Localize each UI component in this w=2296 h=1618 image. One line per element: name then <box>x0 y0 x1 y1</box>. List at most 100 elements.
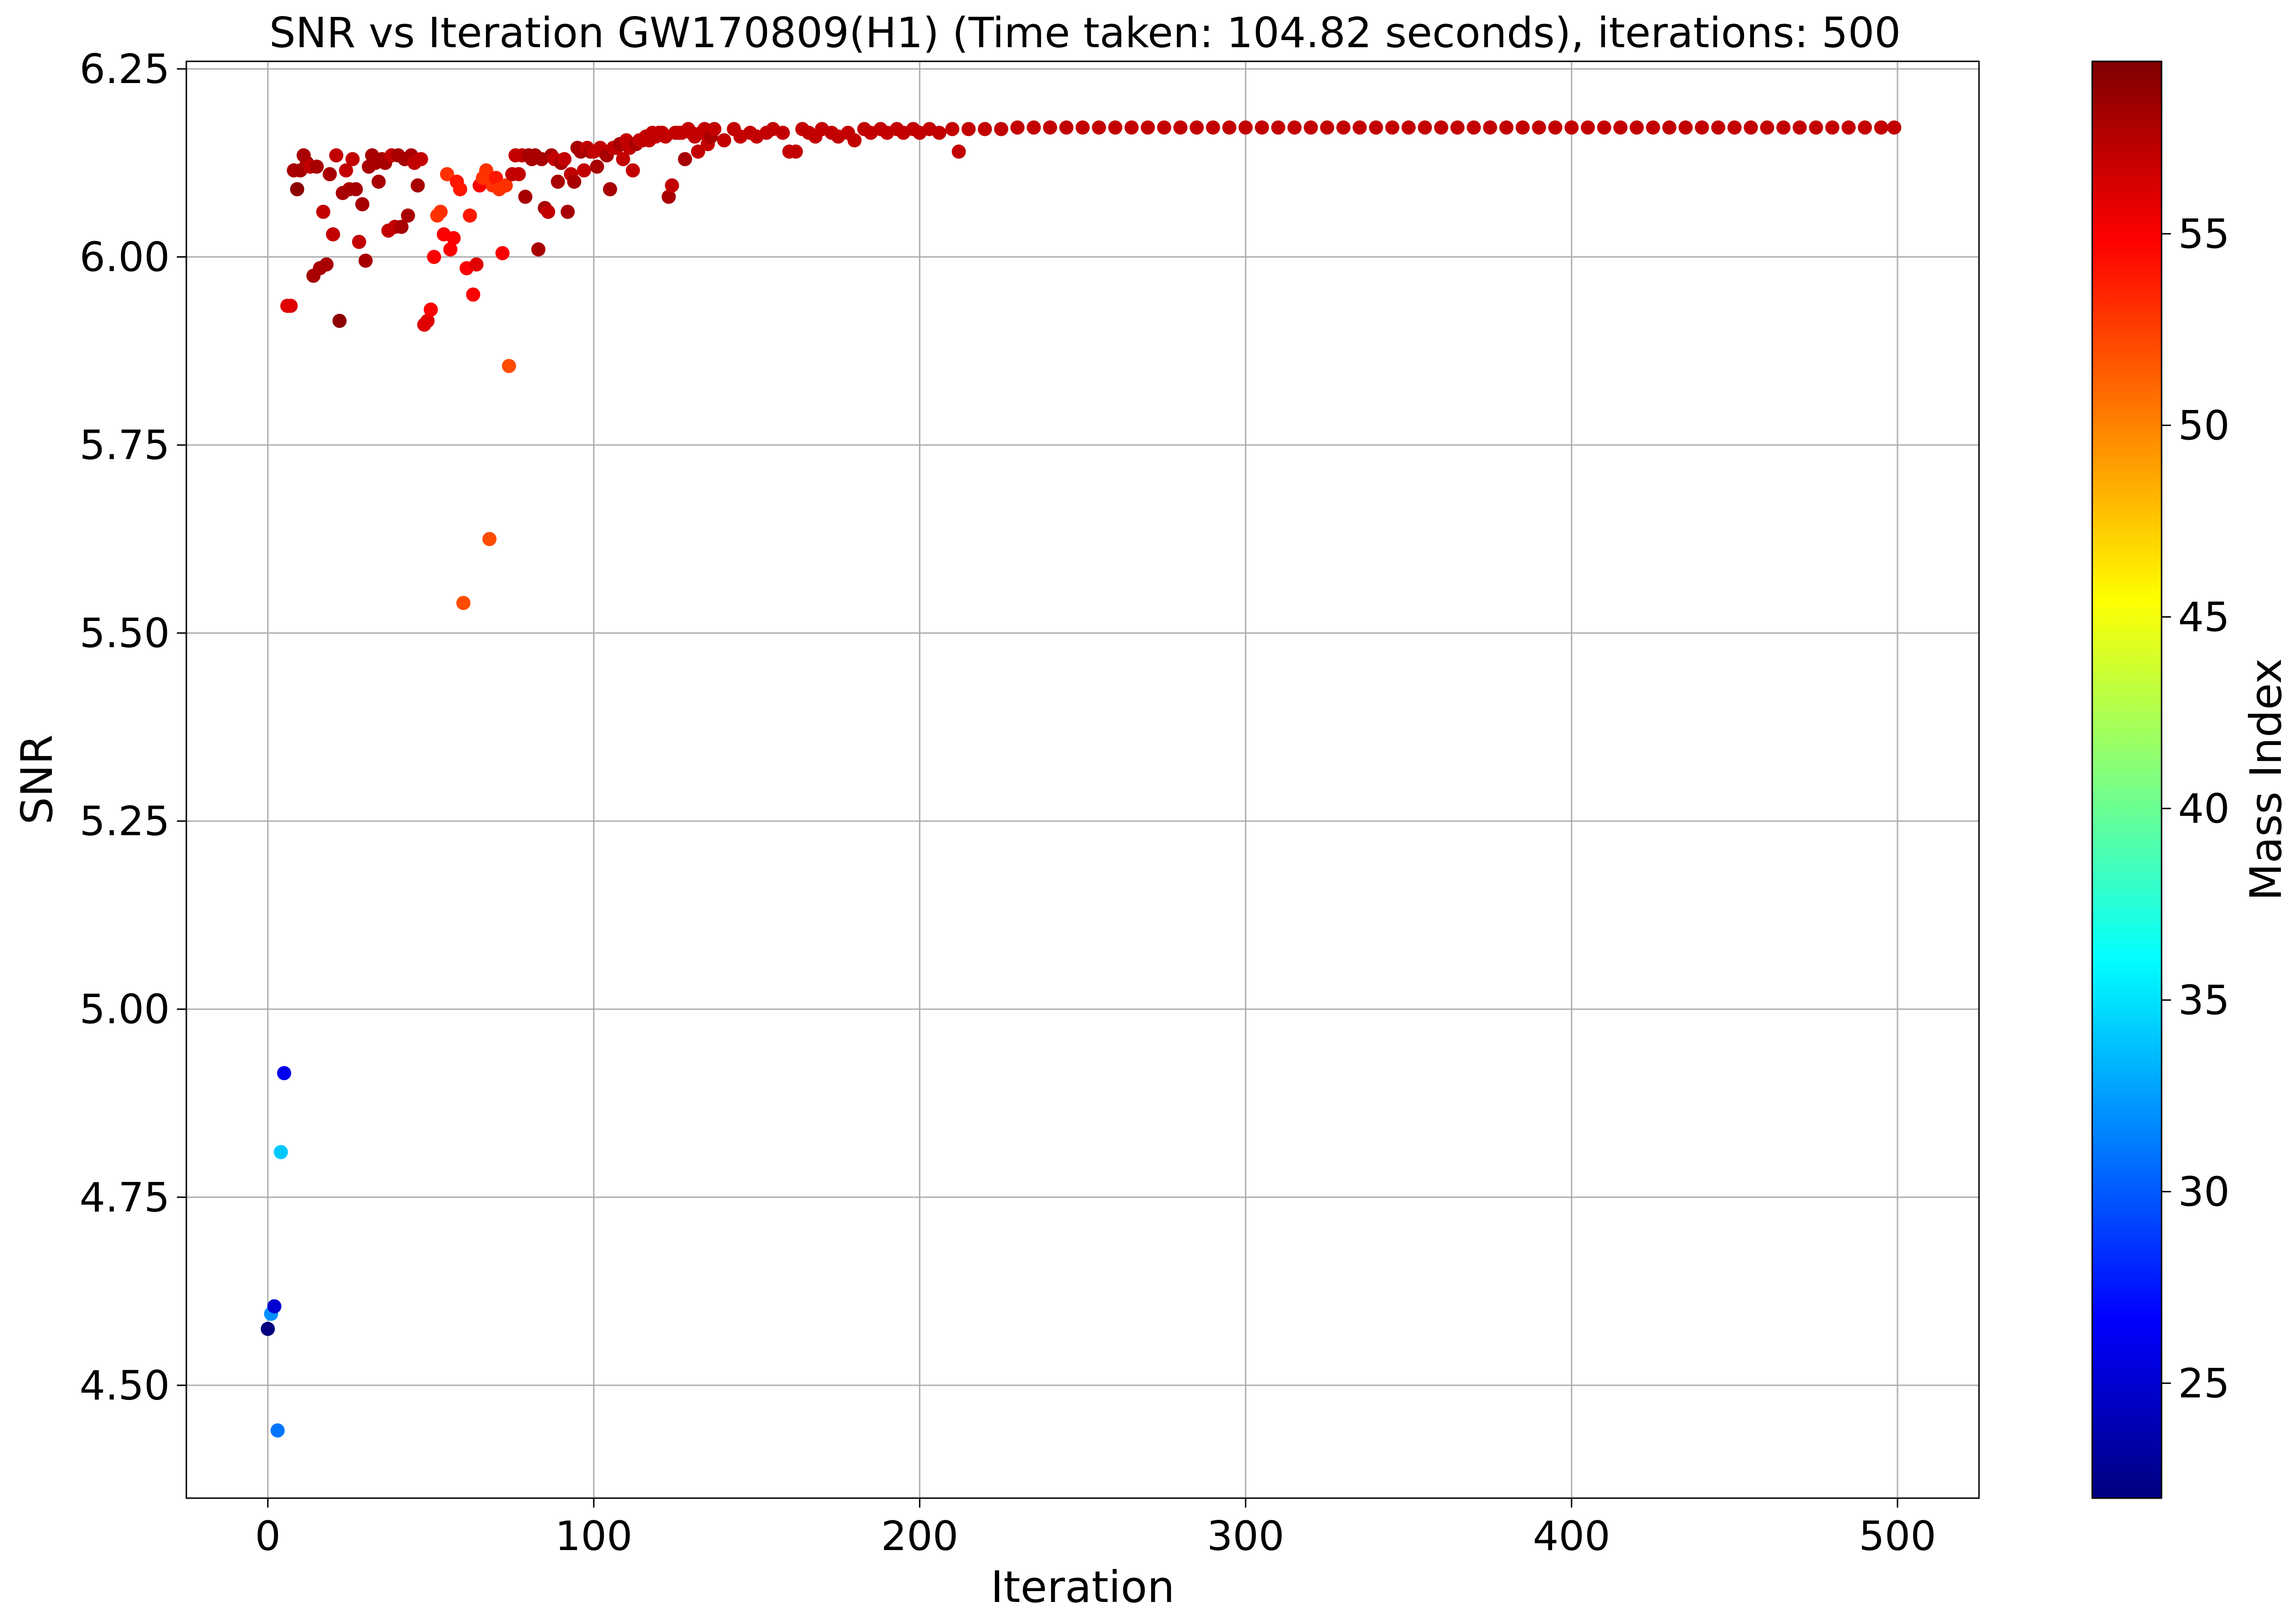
data-point <box>284 299 298 313</box>
data-point <box>371 175 386 189</box>
data-point <box>1793 120 1807 135</box>
data-point <box>952 144 966 159</box>
data-point <box>616 152 630 167</box>
colorbar <box>2091 60 2162 1499</box>
data-point <box>1450 120 1465 135</box>
data-point <box>1336 120 1351 135</box>
data-point <box>1548 120 1562 135</box>
colorbar-tick-label: 50 <box>2178 402 2229 449</box>
data-point <box>1646 120 1661 135</box>
data-point <box>1206 120 1220 135</box>
data-point <box>1515 120 1530 135</box>
data-point <box>277 1066 292 1081</box>
data-point <box>482 532 497 546</box>
colorbar-tick-label: 45 <box>2178 594 2229 641</box>
chart-title: SNR vs Iteration GW170809(H1) (Time take… <box>269 8 1901 57</box>
data-point <box>270 1423 285 1438</box>
data-point <box>502 359 516 373</box>
data-point <box>977 122 992 136</box>
plot-frame <box>185 60 1980 1499</box>
data-point <box>1613 120 1628 135</box>
data-point <box>274 1145 288 1159</box>
data-point <box>1271 120 1286 135</box>
data-point <box>1303 120 1318 135</box>
data-point <box>339 163 353 178</box>
data-point <box>518 189 533 204</box>
data-point <box>1580 120 1595 135</box>
x-tick-label: 300 <box>1207 1513 1284 1560</box>
data-point <box>453 182 468 197</box>
data-point <box>345 152 360 167</box>
data-point <box>665 178 679 193</box>
data-point <box>961 122 976 136</box>
data-point <box>424 302 438 317</box>
data-point <box>349 182 363 197</box>
data-point <box>394 219 409 234</box>
data-point <box>1320 120 1335 135</box>
data-point <box>661 189 676 204</box>
y-tick-label: 4.75 <box>80 1174 170 1221</box>
data-point <box>401 208 415 223</box>
data-point <box>1222 120 1236 135</box>
data-point <box>1108 120 1123 135</box>
data-point <box>576 163 591 178</box>
data-point <box>1483 120 1497 135</box>
data-point <box>603 182 618 197</box>
data-point <box>495 246 510 260</box>
y-tick-label: 5.50 <box>80 610 170 657</box>
colorbar-label: Mass Index <box>2241 658 2291 901</box>
data-point <box>1499 120 1514 135</box>
data-point <box>326 227 340 242</box>
data-point <box>1841 120 1856 135</box>
data-point <box>489 171 503 185</box>
y-tick-label: 4.50 <box>80 1362 170 1409</box>
data-point <box>1157 120 1171 135</box>
data-point <box>1059 120 1074 135</box>
data-point <box>560 204 575 219</box>
data-point <box>1711 120 1726 135</box>
data-point <box>1874 120 1888 135</box>
data-point <box>1369 120 1383 135</box>
data-point <box>466 287 480 302</box>
colorbar-tick-label: 30 <box>2178 1168 2229 1216</box>
y-axis-label: SNR <box>12 734 62 824</box>
data-point <box>1385 120 1400 135</box>
data-point <box>776 126 790 140</box>
data-point <box>1353 120 1367 135</box>
data-point <box>1189 120 1204 135</box>
data-point <box>323 167 337 182</box>
data-point <box>446 231 461 245</box>
data-point <box>433 204 448 219</box>
data-point <box>1092 120 1106 135</box>
data-point <box>590 159 604 174</box>
data-point <box>1467 120 1481 135</box>
y-axis-ticks: 4.50 4.75 5.00 5.25 5.50 5.75 6.00 6.25 <box>80 46 186 1409</box>
data-point <box>463 208 477 223</box>
data-point <box>1597 120 1611 135</box>
data-point <box>626 163 640 178</box>
data-point <box>420 314 435 328</box>
data-point <box>1564 120 1579 135</box>
data-point <box>440 167 454 182</box>
y-tick-label: 6.00 <box>80 234 170 281</box>
data-point <box>1887 120 1902 135</box>
data-point <box>456 595 471 610</box>
data-point <box>1825 120 1840 135</box>
data-point <box>427 250 442 264</box>
data-point <box>1532 120 1546 135</box>
data-point <box>443 242 458 257</box>
data-point <box>352 235 367 249</box>
data-point <box>1662 120 1677 135</box>
data-point <box>1124 120 1139 135</box>
data-point <box>678 152 693 167</box>
data-point <box>1678 120 1693 135</box>
colorbar-tick-label: 35 <box>2178 977 2229 1024</box>
data-point <box>1695 120 1709 135</box>
x-axis-label: Iteration <box>991 1562 1175 1612</box>
data-point <box>511 167 526 182</box>
data-point <box>332 314 347 328</box>
data-point <box>1809 120 1823 135</box>
data-point <box>541 204 555 219</box>
data-point <box>551 175 565 189</box>
